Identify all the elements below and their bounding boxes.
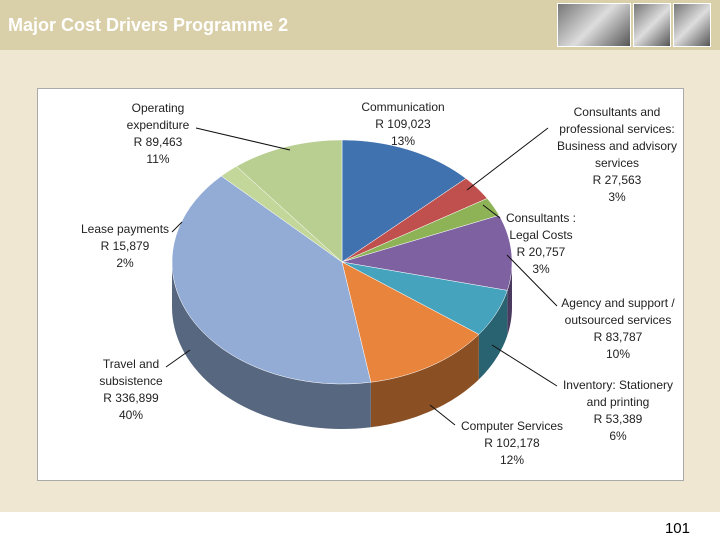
photo (673, 3, 711, 47)
data-label: Agency and support / outsourced services… (553, 295, 683, 363)
value-label: R 336,899 (103, 391, 159, 405)
value-label: R 53,389 (593, 412, 643, 426)
leader-line (195, 127, 291, 151)
leader-line (506, 254, 558, 307)
slice-side (478, 290, 508, 380)
percentage-label: 13% (390, 134, 416, 148)
value-label: R 89,463 (133, 135, 183, 149)
slide-title: Major Cost Drivers Programme 2 (8, 15, 289, 35)
photo (557, 3, 631, 47)
page-number: 101 (664, 520, 690, 537)
category-label: Lease payments (80, 222, 170, 236)
category-label: Consultants : Legal Costs (505, 211, 577, 242)
category-label: Operating expenditure (126, 101, 190, 132)
category-label: Agency and support / outsourced services (561, 296, 675, 327)
leader-line (171, 221, 183, 233)
category-label: Travel and subsistence (99, 357, 163, 388)
category-label: Inventory: Stationery and printing (562, 378, 674, 409)
data-label: Inventory: Stationery and printing R 53,3… (553, 377, 683, 445)
data-label: Travel and subsistence R 336,899 40% (86, 356, 176, 424)
value-label: R 20,757 (516, 245, 566, 259)
leader-line (466, 127, 549, 191)
leader-line (482, 204, 501, 219)
slice (341, 139, 467, 263)
slice-side (507, 262, 512, 336)
value-label: R 102,178 (484, 436, 540, 450)
header: Major Cost Drivers Programme 2 (0, 0, 720, 50)
data-label: Communication R 109,023 13% (338, 99, 468, 150)
percentage-label: 12% (499, 453, 525, 467)
photo (633, 3, 671, 47)
slice (171, 175, 372, 385)
data-label: Lease payments R 15,879 2% (75, 221, 175, 272)
percentage-label: 10% (605, 347, 631, 361)
data-label: Consultants : Legal Costs R 20,757 3% (496, 210, 586, 278)
footer: 101 (0, 512, 720, 540)
percentage-label: 2% (116, 256, 134, 270)
data-label: Consultants and professional services: B… (552, 104, 682, 206)
value-label: R 83,787 (593, 330, 643, 344)
value-label: R 15,879 (100, 239, 150, 253)
slice (341, 261, 480, 383)
slice (220, 166, 343, 263)
category-label: Computer Services (460, 419, 564, 433)
slice (341, 215, 513, 291)
category-label: Communication (361, 100, 445, 114)
slice-side (370, 334, 479, 428)
slice (341, 261, 508, 335)
data-label: Operating expenditure R 89,463 11% (113, 100, 203, 168)
leader-line (429, 404, 456, 426)
value-label: R 109,023 (375, 117, 431, 131)
percentage-label: 3% (608, 190, 626, 204)
percentage-label: 11% (146, 152, 170, 166)
data-label: Computer Services R 102,178 12% (452, 418, 572, 469)
percentage-label: 40% (118, 408, 144, 422)
slice-side (172, 262, 371, 429)
value-label: R 27,563 (592, 173, 642, 187)
slice (341, 198, 500, 263)
slice (236, 139, 343, 263)
leader-line (165, 349, 191, 368)
percentage-label: 6% (609, 429, 627, 443)
percentage-label: 3% (532, 262, 550, 276)
slice (341, 178, 488, 263)
category-label: Consultants and professional services: B… (556, 105, 678, 170)
leader-line (491, 344, 558, 387)
